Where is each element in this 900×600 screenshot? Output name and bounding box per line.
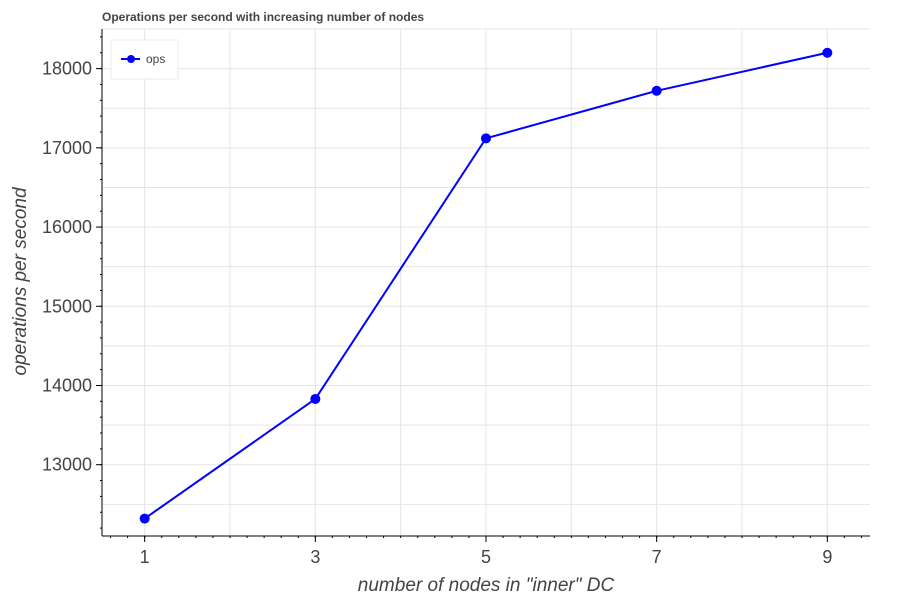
series <box>139 47 833 524</box>
x-axis-title: number of nodes in "inner" DC <box>358 575 615 596</box>
x-tick-label: 9 <box>822 547 832 567</box>
data-point <box>822 47 833 58</box>
y-tick-label: 18000 <box>42 59 92 79</box>
data-point <box>481 133 491 144</box>
legend: ops <box>110 39 179 80</box>
legend-box <box>110 39 179 80</box>
axes <box>96 29 870 542</box>
y-tick-label: 16000 <box>42 217 92 237</box>
tick-labels: 1 3 5 7 9 13000 14000 15000 16000 17000 18000 <box>42 59 832 567</box>
x-tick-label: 7 <box>652 547 662 567</box>
data-point <box>139 513 150 524</box>
x-tick-label: 1 <box>140 547 150 567</box>
data-point <box>310 393 321 404</box>
x-tick-label: 3 <box>310 547 320 567</box>
y-tick-label: 14000 <box>42 375 92 395</box>
y-axis-title: operations per second <box>10 186 31 375</box>
legend-marker <box>127 55 135 63</box>
y-tick-label: 15000 <box>42 296 92 316</box>
y-tick-label: 13000 <box>42 455 92 475</box>
legend-label: ops <box>146 52 165 66</box>
x-tick-label: 5 <box>481 547 491 567</box>
data-point <box>651 85 662 96</box>
y-tick-label: 17000 <box>42 138 92 158</box>
chart-title: Operations per second with increasing nu… <box>102 10 425 24</box>
grid <box>102 28 870 536</box>
